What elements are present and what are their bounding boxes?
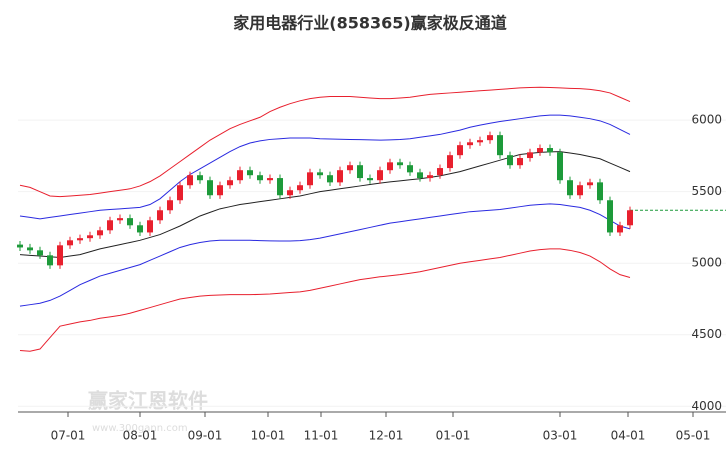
candle-body [397,162,403,166]
candle-body [157,210,163,221]
candle-body [217,185,223,196]
candle-body [37,250,43,256]
candle-body [597,182,603,201]
candle-body [617,225,623,233]
candle-body [557,152,563,181]
watermark: 赢家江恩软件 [88,389,208,413]
candle-body [507,155,513,166]
candle-body [487,135,493,141]
candle-body [377,170,383,181]
candle-body [57,245,63,266]
candle-body [337,170,343,183]
x-tick-label: 11-01 [304,429,339,443]
candle-body [537,148,543,153]
candle-body [587,182,593,186]
candle-body [517,158,523,166]
x-tick-label: 03-01 [543,429,578,443]
band-line [19,114,631,220]
candle-body [407,165,413,173]
x-tick-label: 07-01 [51,429,86,443]
x-tick-label: 09-01 [188,429,223,443]
candle-body [197,175,203,181]
candle-body [297,185,303,191]
candle-body [97,230,103,236]
candle-body [547,148,553,153]
candle-body [257,175,263,181]
candle-body [17,244,23,248]
candle-body [437,168,443,176]
candle-body [227,180,233,186]
candle-body [287,190,293,196]
candle-body [127,218,133,226]
y-tick-label: 4000 [691,399,722,413]
candle-body [267,178,273,181]
candle-body [367,178,373,181]
candle-body [387,162,393,171]
candle-body [147,220,153,233]
candle-body [457,145,463,156]
candle-body [417,172,423,179]
x-tick-label: 10-01 [251,429,286,443]
candle-body [607,200,613,233]
candle-body [497,135,503,156]
candle-body [27,247,33,251]
candle-body [567,180,573,196]
chart-title: 家用电器行业(858365)赢家极反通道 [233,14,506,33]
candle-body [327,175,333,183]
y-tick-label: 5000 [691,256,722,270]
candle-body [357,165,363,179]
band-line [19,248,631,352]
watermark-url: www.300gann.com [92,423,188,434]
candle-body [207,180,213,196]
x-tick-label: 08-01 [123,429,158,443]
candle-body [577,185,583,196]
candle-body [467,142,473,146]
candle-body [87,235,93,239]
candle-body [347,165,353,171]
x-tick-label: 05-01 [676,429,711,443]
y-tick-label: 5500 [691,184,722,198]
candle-body [237,170,243,181]
candle-body [307,172,313,186]
band-line [19,203,631,307]
candle-body [527,152,533,159]
x-tick-label: 04-01 [611,429,646,443]
candle-body [247,170,253,176]
candle-body [427,175,433,179]
candle-body [117,218,123,221]
candle-body [187,175,193,186]
x-tick-label: 01-01 [436,429,471,443]
candle-body [77,238,83,241]
x-tick-label: 12-01 [369,429,404,443]
y-tick-label: 4500 [691,327,722,341]
candle-body [107,220,113,231]
candle-body [627,210,633,226]
y-tick-label: 6000 [691,113,722,127]
candle-body [317,172,323,176]
candle-body [447,155,453,169]
band-line [19,86,631,198]
candle-body [277,178,283,196]
candle-body [137,225,143,233]
candle-body [67,240,73,246]
candle-body [477,140,483,143]
candle-body [47,255,53,266]
candle-body [177,185,183,201]
candle-body [167,200,173,211]
